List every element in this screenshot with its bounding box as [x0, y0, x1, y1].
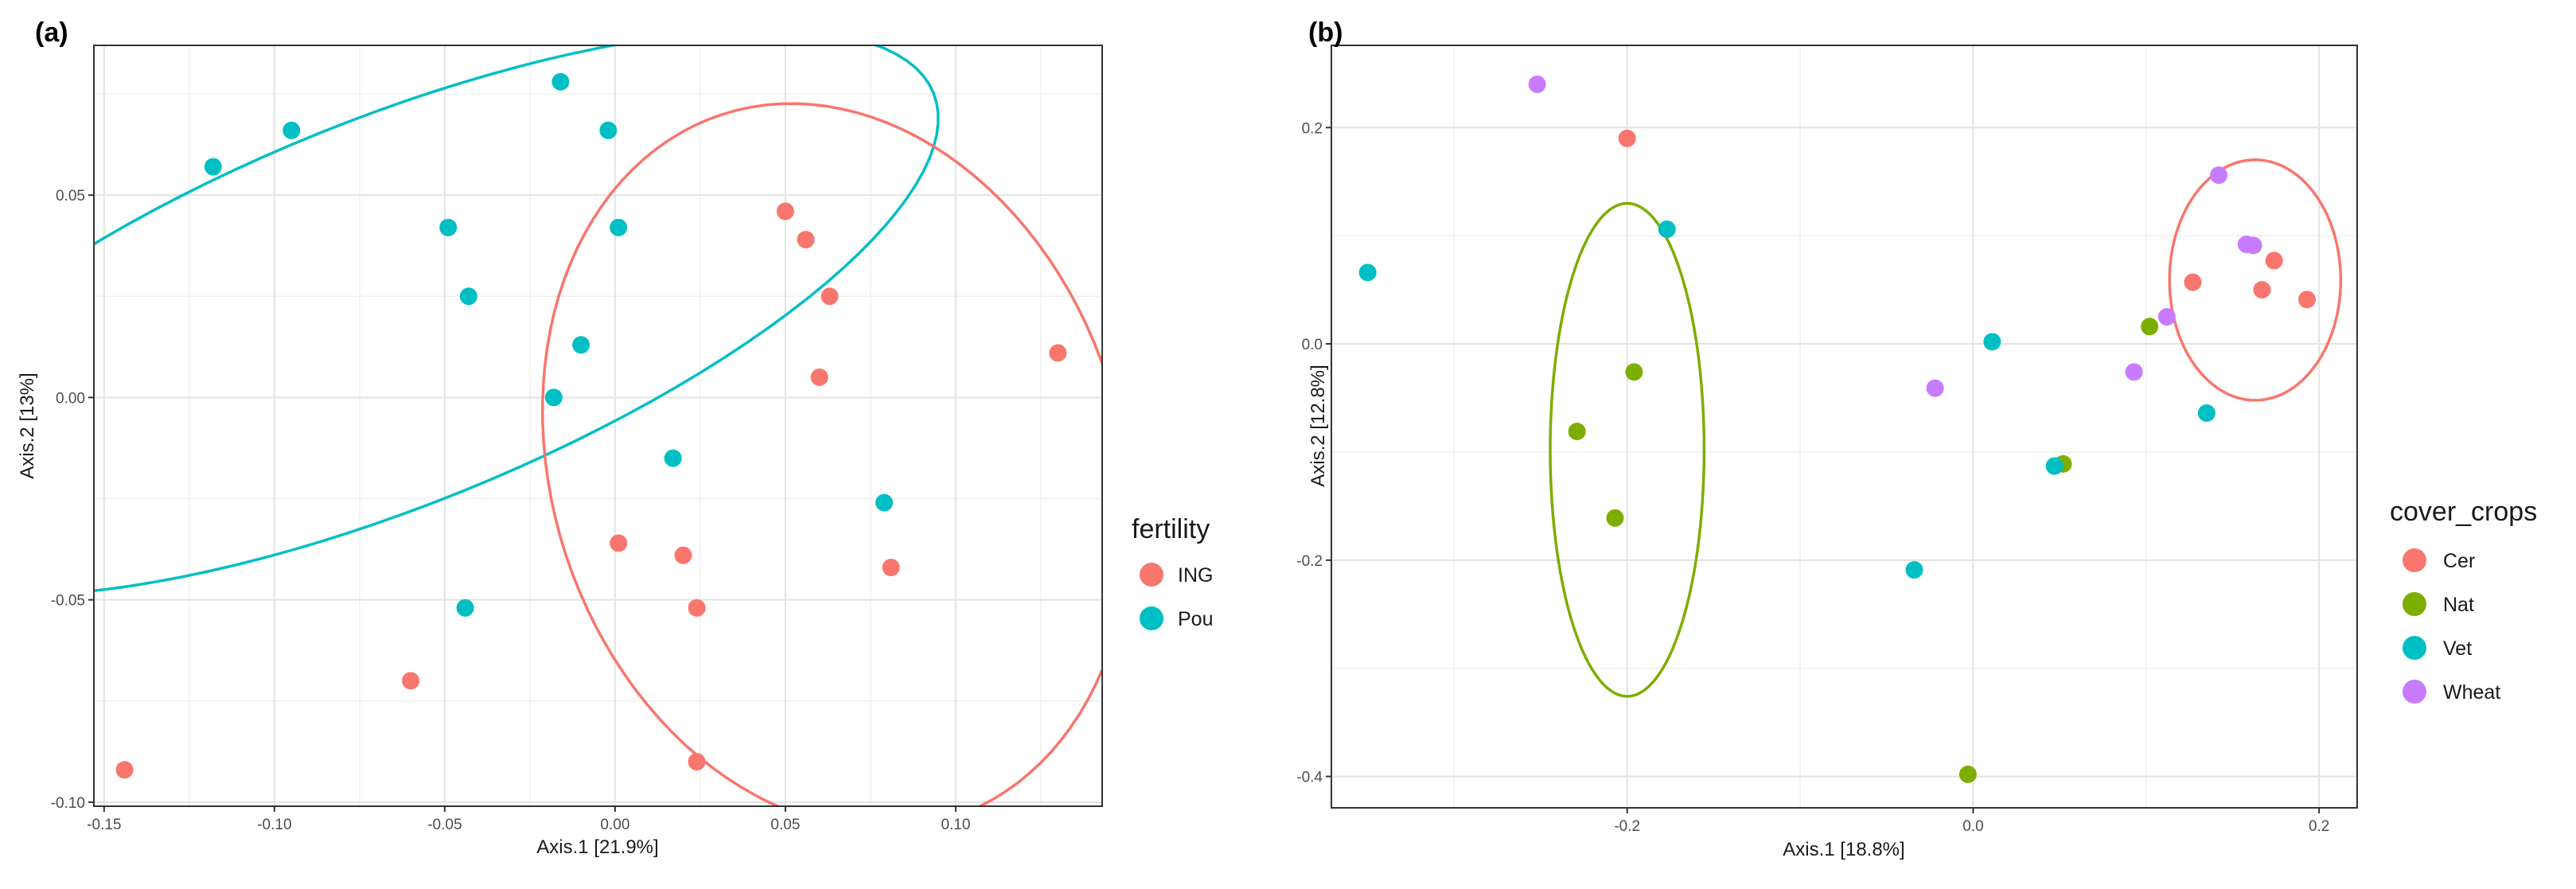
- legend-key-ing: [1140, 563, 1163, 587]
- panel-label: (a): [35, 18, 68, 48]
- plot-frame: [1331, 45, 2358, 809]
- data-layer: [94, 45, 1102, 806]
- plot-background: [1331, 45, 2357, 808]
- legend-title: cover_crops: [2390, 497, 2537, 527]
- point-ing: [674, 546, 692, 564]
- point-cer: [2253, 281, 2271, 299]
- point-pou: [875, 493, 894, 512]
- ellipse-cer: [2168, 158, 2343, 402]
- x-tick-label: -0.2: [1614, 818, 1640, 835]
- x-tick-label: 0.2: [2309, 818, 2329, 835]
- point-pou: [544, 388, 563, 407]
- point-pou: [664, 449, 682, 467]
- point-pou: [439, 218, 458, 236]
- legend-label-nat: Nat: [2443, 594, 2474, 616]
- point-vet: [1905, 561, 1923, 579]
- point-ing: [882, 558, 900, 576]
- x-tick-label: -0.15: [87, 817, 121, 833]
- panel-a: -0.15 -0.10 -0.05 0.00 0.05 0.10-0.10-0.050.0…: [17, 18, 1213, 858]
- point-wheat: [1528, 75, 1546, 93]
- legend-key-vet: [2403, 636, 2426, 660]
- legend-key-wheat: [2403, 680, 2426, 704]
- point-ing: [820, 287, 839, 306]
- ellipse-pou: [94, 45, 940, 593]
- legend-title: fertility: [1132, 514, 1210, 544]
- data-layer: [1358, 75, 2343, 783]
- legend-label-pou: Pou: [1178, 608, 1213, 630]
- y-tick-label: -0.05: [51, 593, 85, 610]
- legend-label-ing: ING: [1178, 564, 1213, 587]
- point-nat: [1606, 509, 1624, 527]
- y-tick-label: -0.2: [1296, 553, 1323, 570]
- x-tick-label: -0.05: [427, 817, 462, 833]
- y-tick-label: 0.2: [1302, 120, 1323, 137]
- point-ing: [810, 368, 828, 386]
- y-tick-label: -0.10: [51, 795, 85, 812]
- y-tick-label: 0.00: [56, 390, 85, 407]
- ellipse-ing: [541, 102, 1102, 806]
- legend: cover_crops Cer Nat Vet Wheat: [2390, 497, 2537, 704]
- point-pou: [599, 121, 618, 139]
- panel-b: -0.2 0.0 0.2 -0.4 -0.2 0.0 0.2 (b) Axis.1 [18.8%…: [1296, 18, 2537, 860]
- x-tick-label: -0.10: [257, 817, 291, 833]
- point-vet: [2197, 404, 2216, 423]
- legend: fertility ING Pou: [1132, 514, 1213, 630]
- point-nat: [2141, 318, 2159, 336]
- x-tick-label: 0.00: [600, 817, 629, 833]
- x-tick-label: 0.0: [1962, 818, 1983, 835]
- point-pou: [456, 599, 474, 617]
- point-ing: [688, 599, 706, 617]
- x-tick-label: 0.05: [770, 817, 800, 833]
- point-pou: [610, 218, 628, 236]
- point-pou: [283, 121, 301, 139]
- point-vet: [1983, 333, 2001, 351]
- y-tick-label: 0.0: [1302, 337, 1323, 353]
- point-wheat: [2244, 236, 2262, 255]
- y-axis-label: Axis.2 [12.8%]: [1307, 365, 1329, 486]
- x-axis-label: Axis.1 [18.8%]: [1783, 839, 1904, 860]
- point-wheat: [2125, 363, 2143, 381]
- point-pou: [204, 158, 222, 176]
- legend-label-vet: Vet: [2443, 638, 2472, 660]
- point-nat: [1625, 363, 1643, 381]
- x-axis-label: Axis.1 [21.9%]: [536, 836, 658, 858]
- point-vet: [1358, 263, 1377, 282]
- point-ing: [402, 672, 420, 690]
- plot-background: [94, 45, 1102, 806]
- legend-label-cer: Cer: [2443, 550, 2475, 572]
- legend-key-pou: [1140, 606, 1163, 630]
- point-pou: [551, 72, 570, 91]
- point-wheat: [1926, 379, 1944, 397]
- point-ing: [115, 761, 134, 779]
- point-cer: [2297, 290, 2316, 309]
- point-cer: [2184, 273, 2202, 291]
- point-cer: [1618, 129, 1636, 147]
- y-tick-label: 0.05: [56, 188, 85, 205]
- panel-label: (b): [1308, 18, 1343, 48]
- y-axis-label: Axis.2 [13%]: [17, 372, 38, 478]
- point-vet: [2045, 457, 2064, 475]
- plot-frame: [93, 45, 1103, 807]
- point-nat: [1958, 765, 1977, 783]
- point-wheat: [2210, 166, 2228, 185]
- y-tick-label: -0.4: [1296, 770, 1323, 786]
- x-tick-label: 0.10: [941, 817, 970, 833]
- point-wheat: [2157, 308, 2176, 326]
- legend-key-nat: [2403, 592, 2426, 616]
- point-cer: [2265, 251, 2283, 270]
- point-pou: [459, 287, 477, 306]
- legend-label-wheat: Wheat: [2443, 681, 2500, 704]
- point-ing: [1049, 344, 1067, 362]
- point-ing: [776, 202, 794, 220]
- point-ing: [610, 534, 628, 552]
- legend-key-cer: [2403, 548, 2426, 572]
- point-nat: [1568, 423, 1586, 441]
- point-ing: [797, 231, 815, 249]
- point-ing: [688, 753, 706, 771]
- point-pou: [572, 336, 590, 354]
- point-vet: [1658, 220, 1676, 239]
